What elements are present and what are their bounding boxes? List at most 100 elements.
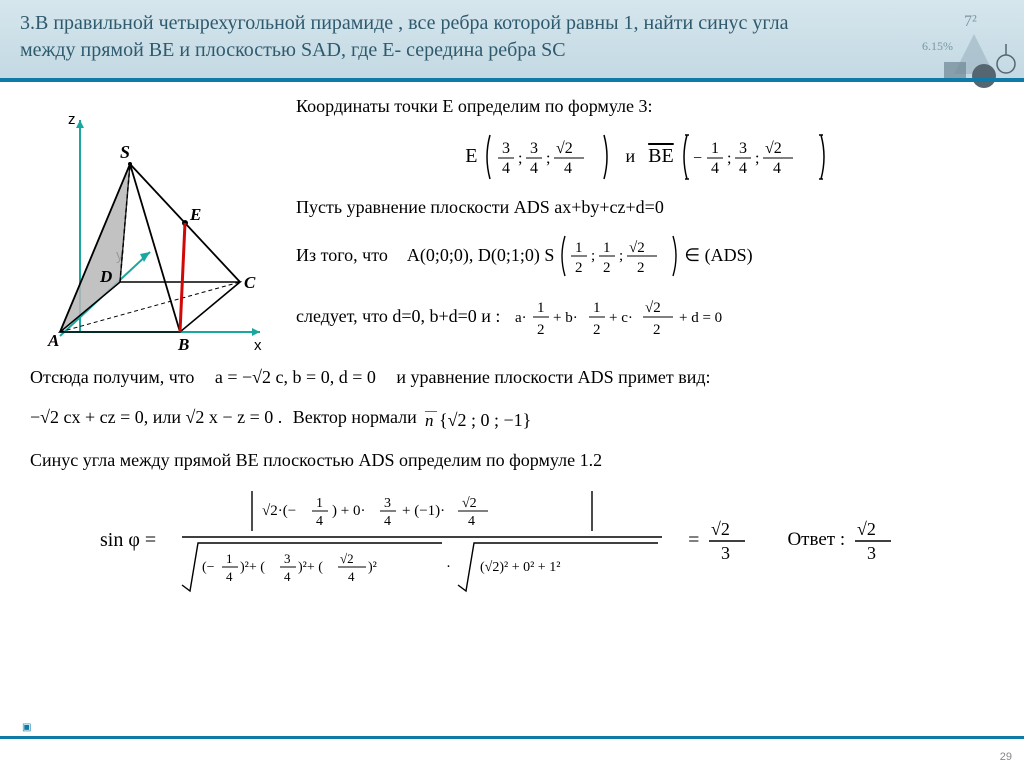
e-label: E	[465, 145, 477, 167]
title-bar: 3.В правильной четырехугольной пирамиде …	[0, 0, 1024, 78]
svg-text:√2: √2	[629, 240, 645, 256]
svg-text:(√2)² + 0² + 1²: (√2)² + 0² + 1²	[480, 560, 560, 575]
svg-text:1: 1	[537, 300, 545, 316]
svg-text:;: ;	[591, 248, 595, 264]
svg-text:(−: (−	[202, 560, 215, 575]
svg-text:√2: √2	[340, 551, 354, 566]
in-ads: ∈ (ADS)	[684, 245, 752, 265]
svg-text:2: 2	[537, 322, 545, 338]
svg-text:4: 4	[348, 569, 355, 584]
answer-fraction: √2 3	[851, 515, 897, 565]
page-number: 29	[1000, 751, 1012, 763]
svg-text:z: z	[68, 111, 76, 128]
svg-text:3: 3	[739, 140, 747, 157]
svg-text:+ c·: + c·	[609, 310, 633, 326]
dot-equation: a· 1 2 + b· 1 2 + c· √2 2 + d = 0	[513, 294, 773, 340]
svg-text:4: 4	[502, 160, 510, 177]
svg-text:2: 2	[653, 322, 661, 338]
paragraph-2: Пусть уравнение плоскости ADS ax+by+cz+d…	[296, 197, 998, 218]
svg-text:;: ;	[546, 150, 550, 167]
follows-line: следует, что d=0, b+d=0 и : a· 1 2 + b· …	[296, 294, 998, 340]
svg-text:4: 4	[468, 514, 475, 529]
sin-label: sin φ =	[100, 529, 156, 552]
svg-text:4: 4	[711, 160, 719, 177]
content-area: x z y A	[0, 78, 1024, 605]
and-word: и	[626, 146, 636, 166]
svg-text:a·: a·	[515, 310, 527, 326]
svg-text:√2: √2	[556, 140, 573, 157]
svg-text:3: 3	[284, 551, 291, 566]
svg-text:4: 4	[739, 160, 747, 177]
svg-text:1: 1	[603, 240, 611, 256]
svg-text:;: ;	[619, 248, 623, 264]
svg-text:4: 4	[773, 160, 781, 177]
svg-text:√2: √2	[645, 300, 661, 316]
result-fraction: √2 3	[705, 515, 751, 565]
e-coords: 3 4 ; 3 4 ; √2 4	[482, 131, 612, 183]
footer-bar	[0, 736, 1024, 739]
p5: Отсюда получим, что	[30, 367, 194, 387]
svg-text:A: A	[47, 331, 59, 350]
svg-text:4: 4	[384, 514, 391, 529]
be-label: BE	[648, 145, 674, 167]
answer-label: Ответ :	[787, 529, 845, 551]
svg-text:;: ;	[755, 150, 759, 167]
decorative-geometry-icon: 7² 6.15%	[856, 4, 1016, 94]
svg-text:+ b·: + b·	[553, 310, 578, 326]
svg-text:2: 2	[603, 260, 611, 276]
p3: Из того, что	[296, 245, 388, 265]
svg-text:4: 4	[316, 514, 323, 529]
p6-tail: и уравнение плоскости ADS примет вид:	[396, 367, 710, 387]
svg-text:√2: √2	[711, 519, 730, 539]
template-logo: ▣	[22, 722, 31, 733]
paragraph-7: Синус угла между прямой BE плоскостью AD…	[30, 450, 998, 471]
svg-text:S: S	[120, 142, 130, 162]
svg-text:·: ·	[446, 559, 451, 575]
problem-title: 3.В правильной четырехугольной пирамиде …	[20, 10, 840, 64]
svg-text:3: 3	[530, 140, 538, 157]
points-line: Из того, что A(0;0;0), D(0;1;0) S 1 2 ; …	[296, 232, 998, 280]
svg-text:−: −	[693, 150, 702, 167]
p4: следует, что d=0, b+d=0 и :	[296, 306, 500, 326]
svg-text:1: 1	[593, 300, 601, 316]
svg-text:2: 2	[575, 260, 583, 276]
svg-text:n: n	[425, 411, 434, 430]
sin-fraction: √2·(− 1 4 ) + 0· 3 4 + (−1)· √2 4 (− 1 4…	[162, 485, 682, 595]
svg-text:1: 1	[575, 240, 583, 256]
solution-text: Координаты точки Е определим по формуле …	[290, 96, 998, 367]
svg-text:+ (−1)·: + (−1)·	[402, 503, 445, 519]
svg-text:;: ;	[518, 150, 522, 167]
svg-text:)²+ (: )²+ (	[298, 560, 323, 575]
plane-eq-line: −√2 cx + cz = 0, или √2 x − z = 0 . Вект…	[30, 402, 998, 436]
hence-line: Отсюда получим, что a = −√2 c, b = 0, d …	[30, 367, 998, 388]
coords-e-be: E 3 4 ; 3 4 ; √2 4 и BE	[296, 131, 998, 183]
svg-text:2: 2	[637, 260, 645, 276]
svg-text:4: 4	[564, 160, 572, 177]
paragraph-1: Координаты точки Е определим по формуле …	[296, 96, 998, 117]
svg-text:1: 1	[711, 140, 719, 157]
normal-label: Вектор нормали	[293, 407, 417, 427]
final-formula: sin φ = √2·(− 1 4 ) + 0· 3 4 + (−1)· √2 …	[30, 485, 998, 595]
svg-text:√2: √2	[462, 496, 477, 511]
svg-text:D: D	[99, 267, 112, 286]
svg-text:)²: )²	[368, 560, 377, 575]
svg-text:3: 3	[502, 140, 510, 157]
svg-text:x: x	[254, 337, 262, 354]
s-coords: 1 2 ; 1 2 ; √2 2	[559, 232, 679, 280]
svg-text:√2·(−: √2·(−	[262, 503, 296, 519]
normal-vector: — n {√2 ; 0 ; −1}	[421, 402, 551, 436]
svg-text:3: 3	[384, 496, 391, 511]
svg-text:{√2 ; 0 ; −1}: {√2 ; 0 ; −1}	[439, 410, 531, 430]
svg-text:+ d = 0: + d = 0	[679, 310, 722, 326]
be-coords: − 1 4 ; 3 4 ; √2 4	[679, 131, 829, 183]
svg-text:C: C	[244, 273, 256, 292]
svg-text:4: 4	[226, 569, 233, 584]
points-ads: A(0;0;0), D(0;1;0) S	[407, 245, 555, 265]
svg-text:√2: √2	[857, 519, 876, 539]
svg-text:2: 2	[593, 322, 601, 338]
svg-text:) + 0·: ) + 0·	[332, 503, 365, 519]
pyramid-diagram: x z y A	[30, 96, 290, 367]
svg-text:7²: 7²	[964, 13, 977, 30]
svg-text:3: 3	[721, 543, 730, 563]
svg-text:4: 4	[530, 160, 538, 177]
